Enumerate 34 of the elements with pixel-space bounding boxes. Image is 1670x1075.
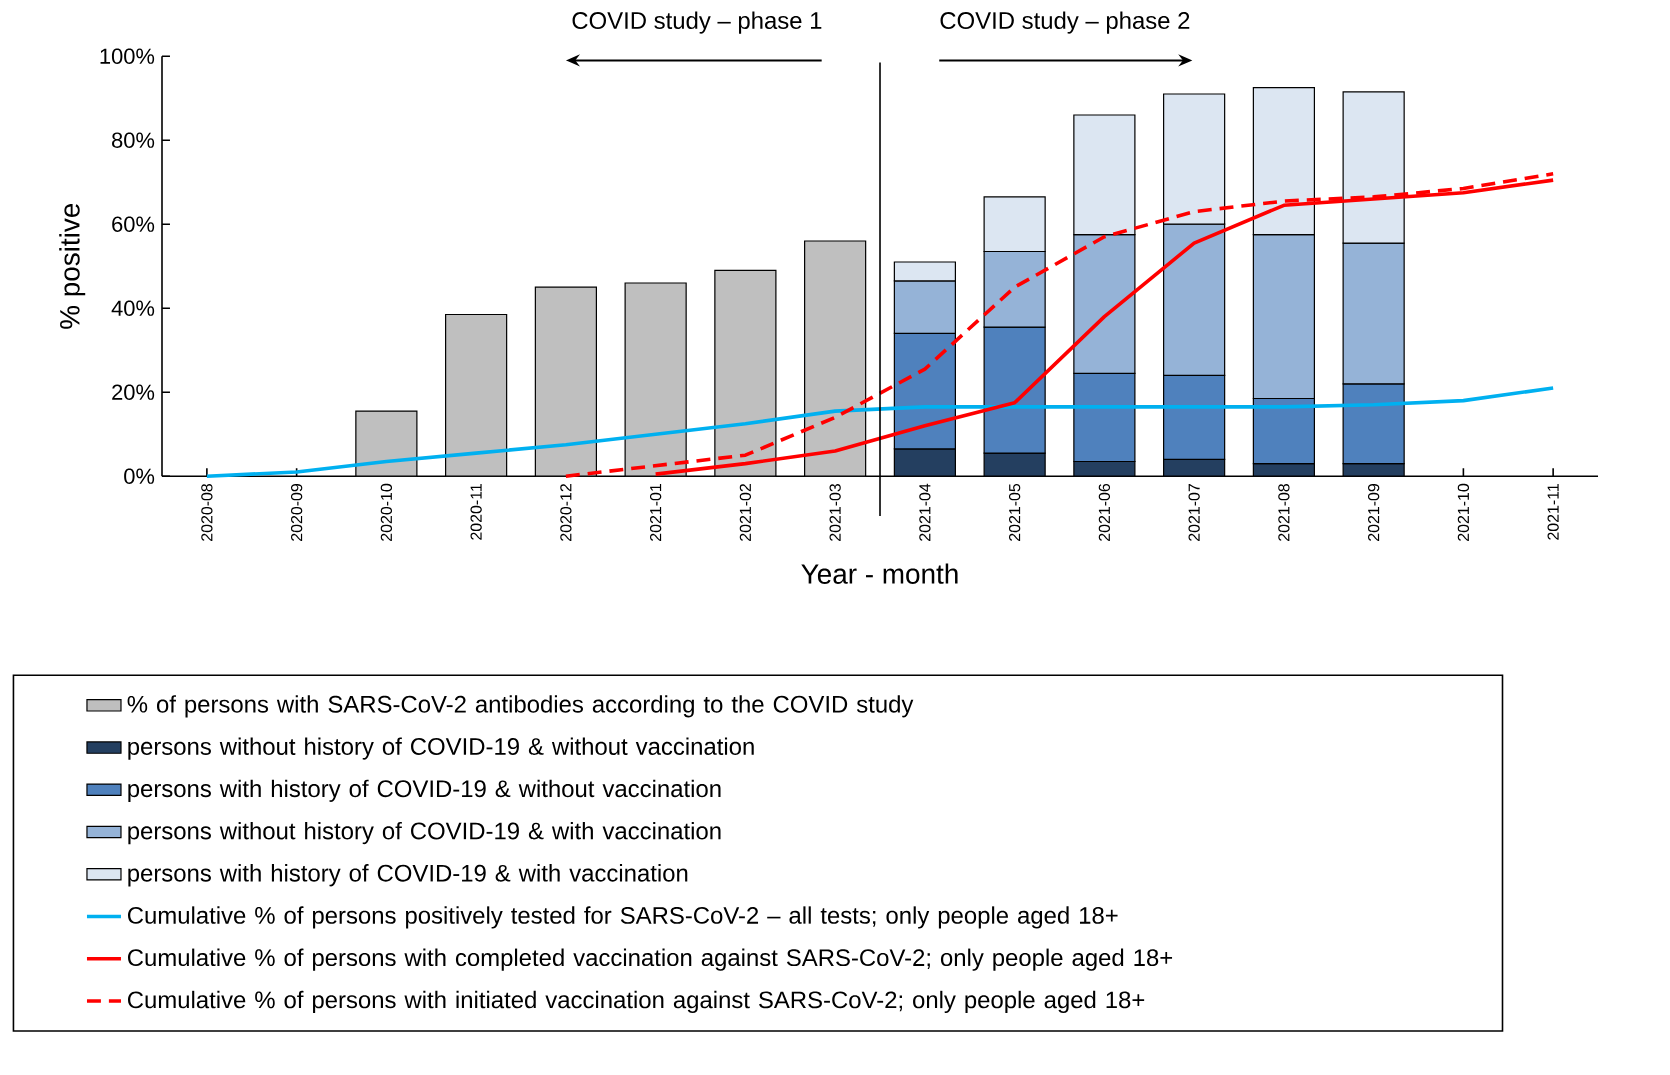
x-tick-label: 2021-10 [1457, 483, 1470, 541]
x-tick-label: 2021-02 [739, 484, 752, 541]
y-tick-label: 40% [111, 300, 155, 316]
legend-label: persons with history of COVID-19 & with vaccination [128, 864, 688, 887]
x-tick-label: 2021-06 [1098, 483, 1111, 541]
legend-label: Cumulative % of persons with initiated vaccination against SARS-CoV-2; only people aged 18+ [127, 990, 1145, 1014]
y-tick-label: 80% [112, 132, 155, 148]
x-tick-label: 2021-08 [1278, 483, 1290, 541]
text: COVID study – phase 2 [940, 11, 1190, 34]
y-tick-label: 60% [112, 216, 155, 232]
x-tick-label: 2020-12 [560, 484, 572, 541]
x-tick-label: 2020-09 [290, 484, 303, 541]
legend-label: Cumulative % of persons with completed vaccination against SARS-CoV-2; only people aged 18+ [127, 948, 1173, 971]
x-tick-label: 2021-11 [1547, 484, 1559, 540]
x-tick-label: 2020-08 [201, 483, 213, 541]
x-tick-label: 2020-10 [380, 483, 393, 541]
y-tick-label: 0% [124, 468, 155, 484]
legend-label: persons with history of COVID-19 & without vaccination [128, 779, 721, 802]
text: COVID study – phase 1 [572, 11, 822, 34]
x-tick-label: 2021-04 [919, 483, 931, 541]
x-axis-title: Year - month [801, 563, 958, 584]
x-tick-label: 2021-09 [1368, 484, 1380, 541]
x-tick-label: 2021-01 [649, 484, 662, 541]
y-tick-label: 20% [112, 384, 155, 400]
y-tick-label: 100% [100, 48, 155, 64]
legend-label: persons without history of COVID-19 & with vaccination [128, 821, 721, 845]
x-tick-label: 2021-05 [1009, 483, 1021, 541]
x-tick-label: 2021-03 [829, 483, 841, 541]
legend-label: persons without history of COVID-19 & without vaccination [128, 737, 754, 760]
legend-label: % of persons with SARS-CoV-2 antibodies according to the COVID study [127, 695, 914, 718]
legend-label: Cumulative % of persons positively tested for SARS-CoV-2 – all tests; only people aged 18+ [127, 906, 1118, 929]
x-tick-label: 2021-07 [1188, 484, 1200, 541]
y-axis-title: % positive [59, 203, 86, 329]
x-tick-label: 2020-11 [470, 484, 482, 540]
